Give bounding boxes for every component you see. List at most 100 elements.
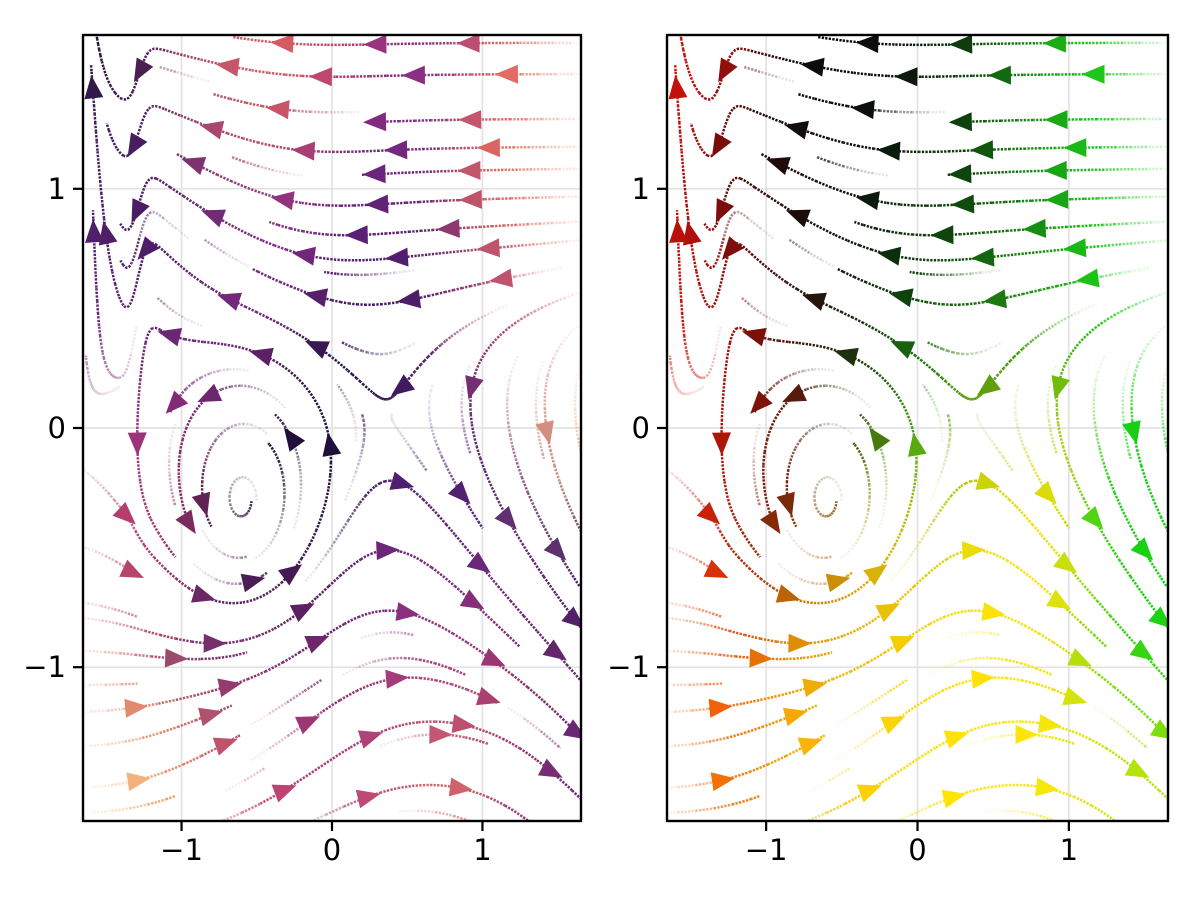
y-tick-label: 1: [48, 172, 66, 206]
left-plot: −1 0 1 −1 0 1: [23, 33, 583, 867]
flow-arrowhead: [494, 64, 518, 84]
streamline: [929, 413, 952, 502]
flow-arrowhead: [971, 669, 995, 689]
flow-arrowhead: [537, 758, 563, 778]
streamline: [921, 383, 944, 442]
flow-arrowhead: [389, 471, 415, 490]
streamline: [667, 326, 918, 605]
flow-arrowhead: [1067, 648, 1092, 667]
streamline: [854, 220, 1168, 237]
flow-arrowhead: [457, 160, 481, 180]
flow-arrowhead: [270, 191, 295, 211]
flow-arrowhead: [344, 225, 368, 245]
flow-arrowhead: [291, 141, 316, 161]
flow-arrowhead: [363, 112, 387, 132]
flow-arrowhead: [197, 383, 223, 403]
left-arrowheads: [84, 35, 581, 809]
flow-arrowhead: [278, 564, 303, 586]
flow-arrowhead: [127, 132, 148, 157]
streamline: [816, 156, 889, 177]
flow-arrowhead: [976, 374, 1001, 396]
flow-arrowhead: [401, 65, 425, 85]
flow-arrowhead: [782, 383, 807, 403]
flow-arrowhead: [877, 246, 902, 266]
flow-arrowhead: [880, 716, 906, 735]
streamline: [336, 383, 358, 442]
flow-arrowhead: [164, 648, 189, 668]
flow-arrowhead: [475, 686, 501, 706]
flow-arrowhead: [1081, 64, 1105, 84]
streamline: [1013, 384, 1071, 529]
streamline: [225, 766, 267, 792]
flow-arrowhead: [775, 584, 801, 603]
flow-arrowhead: [1129, 639, 1154, 661]
flow-arrowhead: [802, 678, 827, 698]
flow-arrowhead: [562, 719, 581, 739]
flow-arrowhead: [889, 288, 914, 308]
flow-arrowhead: [711, 132, 732, 157]
flow-arrowhead: [987, 65, 1011, 85]
streamline: [156, 296, 203, 327]
flow-arrowhead: [137, 236, 160, 260]
flow-arrowhead: [785, 209, 811, 228]
streamline: [894, 783, 1118, 821]
flow-arrowhead: [84, 75, 104, 100]
streamline: [175, 152, 581, 207]
x-tick-label: −1: [745, 833, 788, 867]
flow-arrowhead: [199, 120, 225, 140]
flow-arrowhead: [198, 707, 223, 727]
flow-arrowhead: [175, 509, 196, 534]
flow-arrowhead: [271, 784, 297, 803]
streamline: [742, 65, 795, 83]
flow-arrowhead: [869, 427, 891, 452]
streamline: [786, 529, 834, 560]
flow-arrowhead: [265, 100, 290, 120]
flow-arrowhead: [201, 209, 226, 228]
streamline: [946, 631, 1000, 640]
streamline: [83, 326, 333, 605]
flow-arrowhead: [363, 35, 387, 54]
axis-ticks: −1 0 1 −1 0 1: [23, 172, 491, 867]
flow-arrowhead: [217, 292, 242, 311]
flow-arrowhead: [834, 347, 859, 367]
flow-arrowhead: [941, 789, 967, 809]
right-arrowheads: [668, 35, 1168, 809]
flow-arrowhead: [1043, 160, 1067, 180]
streamline: [91, 210, 138, 380]
streamline: [740, 296, 788, 327]
streamline: [304, 479, 581, 683]
flow-arrowhead: [703, 559, 729, 578]
streamline: [254, 442, 286, 560]
y-tick-label: 0: [48, 411, 66, 445]
streamline: [667, 794, 760, 815]
flow-arrowhead: [362, 164, 386, 184]
x-tick-label: 1: [1060, 833, 1078, 867]
streamline: [1055, 290, 1168, 630]
x-tick-label: −1: [160, 833, 203, 867]
flow-arrowhead: [217, 678, 242, 698]
flow-arrowhead: [535, 420, 554, 445]
streamline: [1121, 360, 1132, 460]
flow-arrowhead: [480, 648, 506, 667]
streamline: [398, 809, 469, 821]
streamline: [675, 210, 722, 380]
flow-arrowhead: [295, 716, 320, 735]
streamline: [668, 355, 705, 396]
flow-arrowhead: [1124, 758, 1150, 778]
flow-arrowhead: [863, 564, 888, 586]
flow-arrowhead: [304, 636, 330, 654]
flow-arrowhead: [191, 584, 216, 603]
flow-arrowhead: [283, 427, 306, 452]
flow-arrowhead: [157, 328, 183, 347]
flow-arrowhead: [303, 288, 329, 308]
flow-arrowhead: [970, 247, 995, 267]
streamline: [231, 156, 303, 177]
flow-arrowhead: [889, 636, 915, 654]
flow-arrowhead: [212, 737, 238, 756]
flow-arrowhead: [875, 603, 900, 623]
flow-arrowhead: [384, 140, 408, 160]
flow-arrowhead: [1035, 777, 1060, 797]
y-tick-label: −1: [607, 650, 650, 684]
flow-arrowhead: [1130, 537, 1154, 561]
